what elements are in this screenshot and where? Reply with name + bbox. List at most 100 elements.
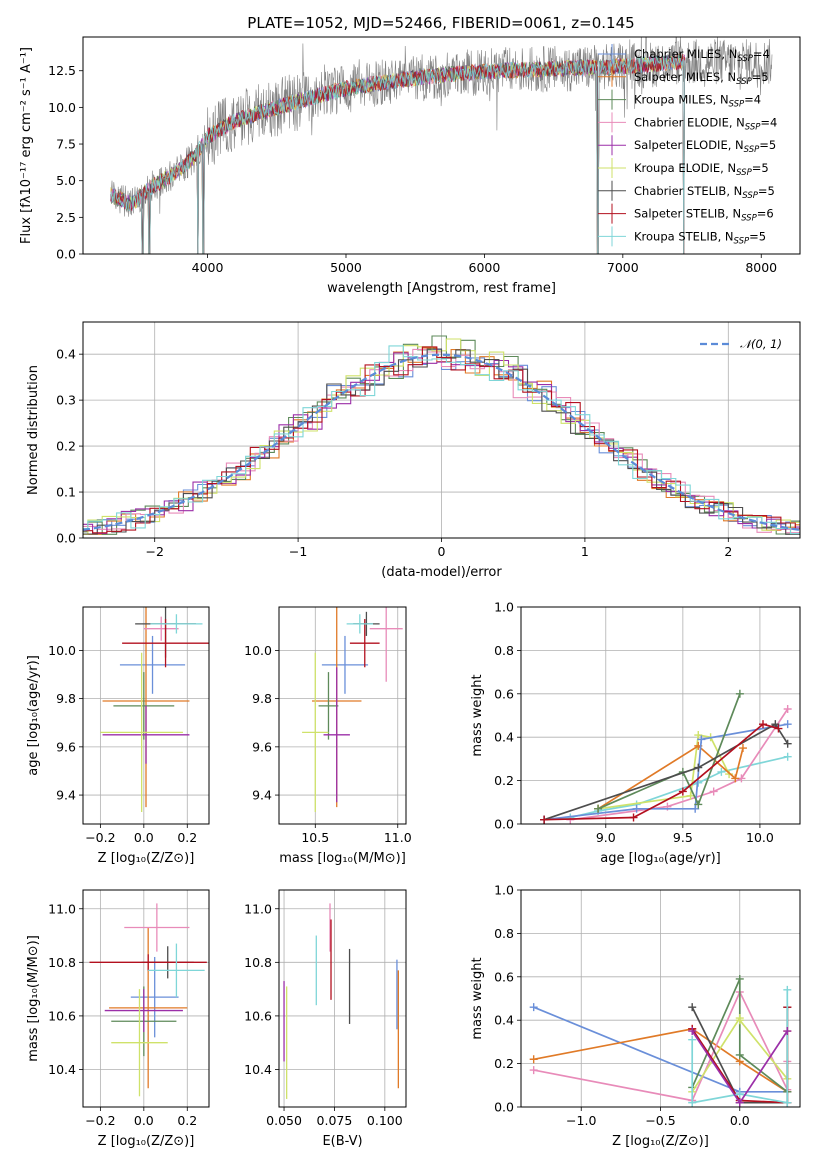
y-tick-label: 0.4 xyxy=(56,347,76,362)
legend-label-sub: SSP xyxy=(734,236,750,246)
y-tick-label: 10.8 xyxy=(244,955,272,970)
legend-label-sub: SSP xyxy=(742,191,758,201)
x-tick-label: 0.0 xyxy=(134,830,154,845)
residuals-plot-area xyxy=(83,322,800,538)
mass-weight-marker xyxy=(594,804,603,813)
errorbar-point xyxy=(346,614,374,634)
errorbar-point xyxy=(130,956,179,1038)
legend-label-text: Kroupa STELIB, N xyxy=(634,229,734,243)
y-tick-label: 0.1 xyxy=(56,485,76,500)
y-tick-label: 0.6 xyxy=(494,969,514,984)
errorbar-point xyxy=(150,614,203,634)
y-tick-label: 1.0 xyxy=(494,883,514,898)
errorbar-point xyxy=(100,652,183,812)
mass_vs_ebv-plot-area xyxy=(279,890,406,1107)
mass-weight-marker xyxy=(694,731,703,740)
mass_weight_vs_age-panel: 9.0 9.5 10.0 0.0 0.2 0.4 0.6 0.8 1.0 age [log₁₀(a… xyxy=(470,600,801,866)
mass-weight-marker xyxy=(694,763,703,772)
x-axis-label: age [log₁₀(age/yr)] xyxy=(600,851,721,866)
y-tick-label: 0.2 xyxy=(494,773,514,788)
y-axis-label: mass weight xyxy=(470,674,485,756)
axes-frame xyxy=(520,606,801,825)
histogram-salpeter-stelib xyxy=(83,346,800,534)
legend-label: Salpeter MILES, NSSP=5 xyxy=(634,70,769,87)
spectrum-legend: Chabrier MILES, NSSP=4 Salpeter MILES, NS… xyxy=(598,44,777,247)
mass-weight-marker xyxy=(735,1089,744,1098)
figure-title: PLATE=1052, MJD=52466, FIBERID=0061, z=0… xyxy=(247,14,634,32)
mass-weight-marker xyxy=(529,1003,538,1012)
y-tick-label: 10.6 xyxy=(244,1008,272,1023)
legend-label-eq: =5 xyxy=(758,184,775,198)
mass-weight-marker xyxy=(717,767,726,776)
age_vs_Z-panel: −0.2 0.0 0.2 9.4 9.6 9.8 10.0 Z [log₁₀(Z/Z⊙)] ag… xyxy=(26,606,210,866)
legend-label: Chabrier MILES, NSSP=4 xyxy=(634,47,770,64)
mass-weight-marker xyxy=(529,1055,538,1064)
axes-frame xyxy=(82,606,210,825)
mass-weight-marker xyxy=(731,774,740,783)
y-tick-label: 10.0 xyxy=(48,643,76,658)
x-tick-label: 0.100 xyxy=(367,1113,403,1128)
x-tick-label: −0.2 xyxy=(85,830,115,845)
legend-label-eq: =4 xyxy=(744,93,761,107)
mass_weight_vs_Z-plot-area xyxy=(521,890,800,1107)
mass-weight-marker xyxy=(694,800,703,809)
legend-label-eq: =5 xyxy=(749,229,766,243)
mass-weight-marker xyxy=(735,1050,744,1059)
y-tick-label: 0.8 xyxy=(494,643,514,658)
mass-weight-marker xyxy=(709,787,718,796)
y-tick-label: 0.4 xyxy=(494,1013,514,1028)
errorbar-point xyxy=(302,652,329,812)
y-tick-label: 9.6 xyxy=(56,739,76,754)
y-tick-label: 9.4 xyxy=(252,788,272,803)
legend-label-text: Kroupa ELODIE, N xyxy=(634,161,736,175)
legend-label-eq: =6 xyxy=(757,207,774,221)
x-tick-label: 5000 xyxy=(330,260,362,275)
y-tick-label: 10.6 xyxy=(48,1008,76,1023)
legend-label-text: Salpeter ELODIE, N xyxy=(634,138,744,152)
x-tick-label: 1 xyxy=(581,544,589,559)
y-tick-label: 10.8 xyxy=(48,955,76,970)
mass-weight-marker xyxy=(632,804,641,813)
spectrum-panel: 4000 5000 6000 7000 8000 0.0 2.5 5.0 7.5 10.0 12.5… xyxy=(19,36,801,296)
errorbar-point xyxy=(89,954,207,971)
legend-label-sub: SSP xyxy=(745,122,761,132)
errorbar-point xyxy=(111,989,168,1097)
mass-weight-marker xyxy=(529,1066,538,1075)
mass_vs_ebv-panel: 0.050 0.075 0.100 10.4 10.6 10.8 11.0 E(B-V) xyxy=(244,889,407,1149)
y-tick-label: 0.0 xyxy=(56,247,76,262)
mass-weight-marker xyxy=(783,752,792,761)
mass-weight-marker xyxy=(735,1016,744,1025)
y-tick-label: 0.0 xyxy=(56,531,76,546)
y-tick-label: 0.3 xyxy=(56,393,76,408)
legend-label: Chabrier STELIB, NSSP=5 xyxy=(634,184,775,201)
errorbar-point xyxy=(318,672,339,740)
mass-weight-marker xyxy=(688,1098,697,1107)
mass-weight-marker xyxy=(783,1098,792,1107)
residuals-panel: −2 −1 0 1 2 0.0 0.1 0.2 0.3 0.4 (data-model)/error… xyxy=(26,321,801,580)
x-axis-label: Z [log₁₀(Z/Z⊙)] xyxy=(98,851,195,866)
mass-weight-marker xyxy=(697,735,706,744)
mass_vs_Z-plot-area xyxy=(83,890,209,1107)
legend-label: Kroupa STELIB, NSSP=5 xyxy=(634,229,766,246)
x-axis-label: E(B-V) xyxy=(322,1134,362,1149)
x-tick-label: 0.050 xyxy=(266,1113,302,1128)
x-tick-label: −1 xyxy=(289,544,307,559)
mass-weight-marker xyxy=(735,689,744,698)
errorbar-point xyxy=(369,607,403,682)
legend-label: Chabrier ELODIE, NSSP=4 xyxy=(634,115,777,132)
mass-weight-marker xyxy=(738,744,747,753)
x-tick-label: −0.5 xyxy=(645,1113,675,1128)
x-tick-label: 0.2 xyxy=(177,1113,197,1128)
mass-weight-marker xyxy=(691,804,700,813)
axes-frame xyxy=(278,606,407,825)
y-tick-label: 12.5 xyxy=(48,63,76,78)
x-tick-label: 10.0 xyxy=(746,830,774,845)
y-tick-label: 0.8 xyxy=(494,926,514,941)
model-spectrum-kroupa-stelib xyxy=(110,54,685,254)
x-tick-label: 9.5 xyxy=(673,830,693,845)
mass-weight-marker xyxy=(783,739,792,748)
y-axis-label: age [log₁₀(age/yr)] xyxy=(26,655,41,776)
x-tick-label: −2 xyxy=(145,544,163,559)
mass-weight-marker xyxy=(783,720,792,729)
y-tick-label: 9.4 xyxy=(56,788,76,803)
